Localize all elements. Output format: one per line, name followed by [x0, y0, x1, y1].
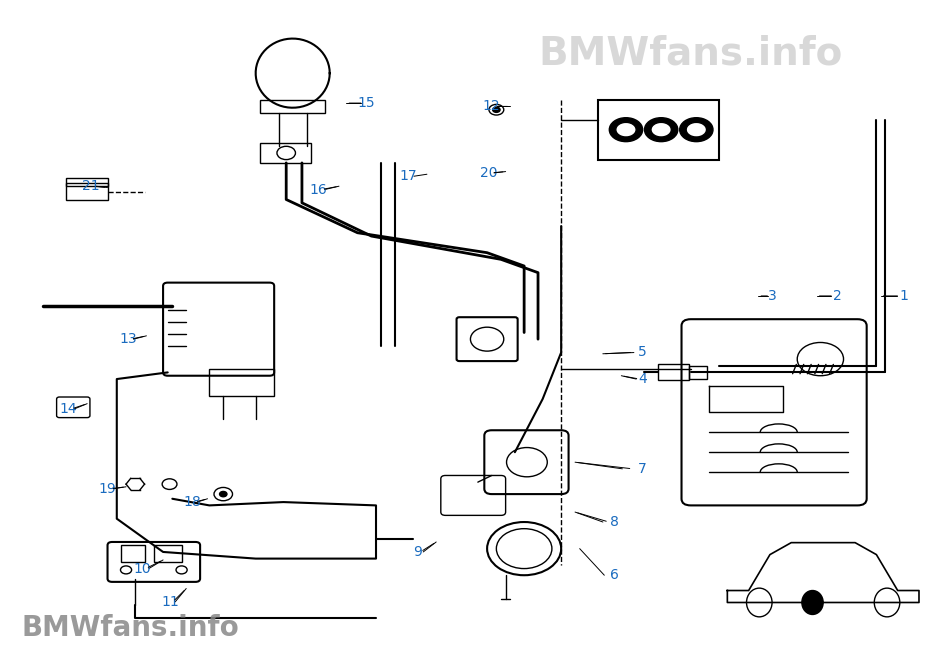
Bar	[66, 183, 107, 200]
Text: 9: 9	[413, 545, 422, 559]
Bar	[122, 545, 144, 562]
Wedge shape	[609, 118, 642, 142]
Circle shape	[219, 491, 227, 497]
Text: BMWfans.info: BMWfans.info	[22, 614, 239, 642]
Text: 5: 5	[638, 345, 647, 360]
Bar	[154, 545, 181, 562]
Wedge shape	[644, 118, 677, 142]
Text: 3: 3	[768, 289, 776, 303]
Bar	[689, 366, 708, 379]
Text: 6: 6	[611, 568, 619, 583]
Text: 20: 20	[480, 166, 498, 180]
Text: 18: 18	[184, 495, 201, 509]
Bar	[658, 364, 689, 380]
Text: 16: 16	[310, 182, 328, 197]
Circle shape	[493, 107, 500, 112]
Text: 2: 2	[833, 289, 842, 303]
Text: 8: 8	[611, 515, 619, 529]
Text: 13: 13	[119, 332, 137, 346]
Text: 15: 15	[358, 96, 375, 110]
Text: 1: 1	[900, 289, 908, 303]
Bar	[598, 100, 718, 160]
Bar	[66, 178, 107, 186]
Text: 19: 19	[99, 481, 117, 496]
Text: 11: 11	[162, 595, 180, 609]
Text: 21: 21	[82, 179, 100, 194]
Bar	[260, 143, 312, 163]
Bar	[209, 369, 275, 396]
Bar	[260, 100, 325, 113]
Text: 14: 14	[60, 402, 78, 416]
Wedge shape	[679, 118, 713, 142]
Text: 17: 17	[400, 169, 417, 184]
Text: 10: 10	[134, 561, 151, 576]
Text: BMWfans.info: BMWfans.info	[539, 34, 843, 72]
Text: 12: 12	[483, 99, 501, 114]
Text: 4: 4	[638, 372, 647, 386]
Text: 7: 7	[638, 462, 647, 476]
